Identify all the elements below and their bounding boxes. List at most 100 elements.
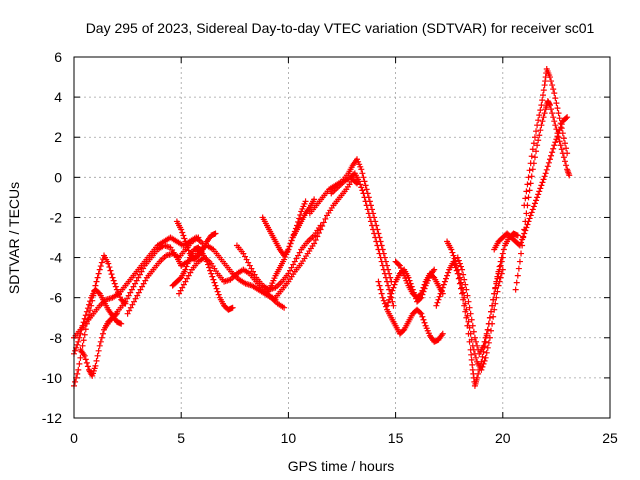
- data-point: [560, 154, 567, 161]
- data-point: [214, 288, 221, 295]
- data-point: [457, 263, 464, 270]
- data-point: [460, 271, 467, 278]
- data-point: [513, 279, 520, 286]
- data-point: [110, 277, 117, 284]
- data-point: [360, 190, 367, 197]
- data-point: [135, 289, 142, 296]
- data-point: [184, 275, 191, 282]
- data-point: [482, 334, 489, 341]
- data-point: [540, 114, 547, 121]
- data-point: [319, 222, 326, 229]
- data-point: [552, 122, 559, 129]
- data-point: [302, 198, 309, 205]
- data-point: [379, 294, 386, 301]
- data-point: [465, 318, 472, 325]
- data-point: [528, 173, 535, 180]
- data-point: [210, 276, 217, 283]
- data-point: [566, 172, 573, 179]
- data-point: [542, 170, 549, 177]
- data-point: [185, 247, 192, 254]
- data-point: [548, 106, 555, 113]
- data-point: [76, 334, 83, 341]
- data-point: [436, 293, 443, 300]
- data-point: [360, 174, 367, 181]
- data-point: [521, 226, 528, 233]
- data-point: [288, 264, 295, 271]
- data-point: [543, 166, 550, 173]
- data-point: [206, 264, 213, 271]
- data-point: [82, 356, 89, 363]
- x-tick-label: 20: [495, 430, 511, 446]
- data-point: [484, 326, 491, 333]
- data-point: [552, 95, 559, 102]
- data-point: [366, 214, 373, 221]
- data-point: [485, 320, 492, 327]
- data-point: [449, 249, 456, 256]
- data-point: [94, 274, 101, 281]
- data-point: [527, 160, 534, 167]
- data-point: [480, 360, 487, 367]
- data-point: [490, 296, 497, 303]
- data-point: [388, 290, 395, 297]
- data-point: [533, 128, 540, 135]
- data-point: [380, 297, 387, 304]
- data-point: [86, 301, 93, 308]
- data-point: [556, 115, 563, 122]
- data-point: [519, 242, 526, 249]
- data-point: [474, 342, 481, 349]
- data-point: [534, 122, 541, 129]
- data-point: [478, 366, 485, 373]
- data-point: [526, 187, 533, 194]
- data-point: [445, 269, 452, 276]
- y-tick-label: -8: [50, 330, 63, 346]
- series-track-17: [375, 278, 446, 345]
- data-point: [467, 310, 474, 317]
- data-point: [528, 209, 535, 216]
- data-point: [290, 261, 297, 268]
- data-point: [352, 179, 359, 186]
- data-point: [563, 162, 570, 169]
- plot-frame: [73, 56, 611, 419]
- data-point: [522, 218, 529, 225]
- data-point: [563, 145, 570, 152]
- data-point: [468, 316, 475, 323]
- data-point: [551, 118, 558, 125]
- data-point: [524, 221, 531, 228]
- y-axis-label: SDTVAR / TECUs: [6, 182, 22, 294]
- data-point: [84, 363, 91, 370]
- data-point: [314, 233, 321, 240]
- y-tick-label: -10: [42, 370, 62, 386]
- data-point: [462, 281, 469, 288]
- data-point: [74, 341, 81, 348]
- data-point: [559, 130, 566, 137]
- data-point: [518, 239, 525, 246]
- axis-ticks: 0 5 10 15 20 25 -12 -10 -8 -6 -4 -2 0 2 4 6: [42, 49, 618, 446]
- data-point: [470, 328, 477, 335]
- data-point: [550, 114, 557, 121]
- data-point: [95, 270, 102, 277]
- data-point: [498, 270, 505, 277]
- data-point: [528, 153, 535, 160]
- y-tick-label: 6: [54, 49, 62, 65]
- data-point: [419, 313, 426, 320]
- data-point: [494, 288, 501, 295]
- data-point: [370, 226, 377, 233]
- series-track-19: [392, 258, 446, 301]
- data-point: [483, 330, 490, 337]
- data-point: [359, 170, 366, 177]
- data-point: [81, 315, 88, 322]
- data-point: [450, 252, 457, 259]
- data-point: [96, 266, 103, 273]
- data-point: [126, 307, 133, 314]
- data-point: [548, 152, 555, 159]
- series-track-13: [263, 198, 309, 297]
- data-point: [514, 232, 521, 239]
- data-point: [540, 87, 547, 94]
- data-point: [81, 331, 88, 338]
- data-point: [500, 246, 507, 253]
- data-point: [81, 352, 88, 359]
- data-point: [377, 254, 384, 261]
- data-point: [473, 354, 479, 361]
- data-point: [456, 260, 463, 267]
